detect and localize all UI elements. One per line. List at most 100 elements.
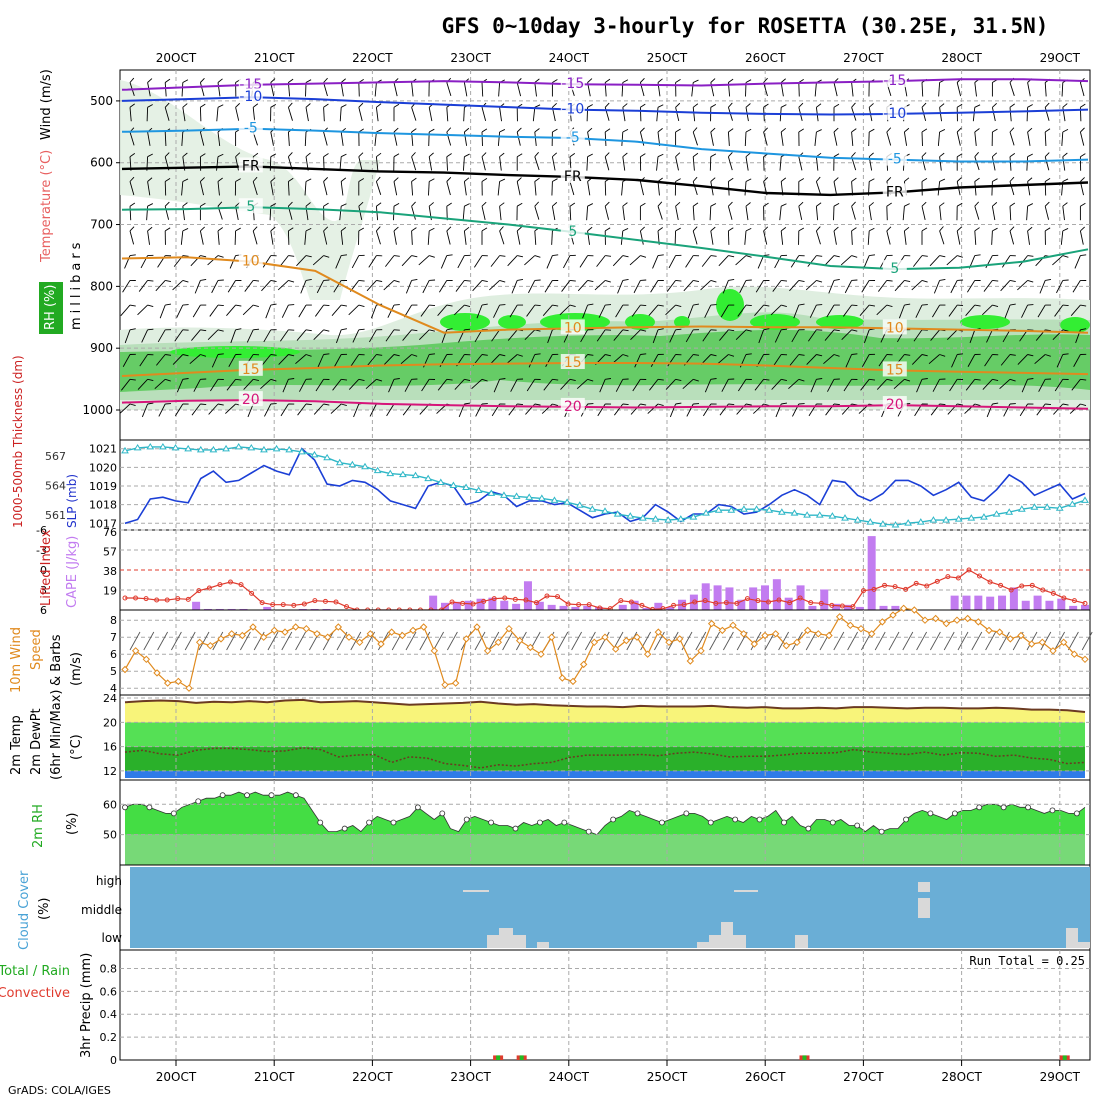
wind-barb-staff bbox=[510, 379, 518, 392]
temp-band-16 bbox=[125, 746, 1085, 771]
precip-tick-label: 0.8 bbox=[100, 962, 118, 975]
wind-barb-flag bbox=[464, 378, 471, 381]
wind-barb-flag bbox=[165, 403, 172, 405]
wind-barb bbox=[665, 304, 682, 316]
contour-label: -10 bbox=[883, 106, 906, 122]
wind-barb-staff bbox=[208, 403, 219, 415]
contour-label-bg bbox=[238, 157, 263, 173]
wind-barb-staff bbox=[815, 156, 819, 171]
wind-barb-10m bbox=[626, 631, 638, 651]
wind-barb-staff bbox=[833, 82, 838, 97]
wind-barb-staff bbox=[526, 304, 536, 317]
wind-barb-flag bbox=[341, 279, 348, 281]
wind-barb-flag bbox=[164, 78, 171, 83]
cape-bar bbox=[559, 605, 568, 610]
wind-speed-marker bbox=[430, 647, 439, 655]
wind-barb-flag bbox=[622, 354, 629, 357]
wind-barb-staff bbox=[164, 107, 170, 121]
wind-barb bbox=[622, 152, 628, 171]
wind-barb-flag bbox=[1062, 353, 1069, 355]
li-tick-label: -3 bbox=[36, 544, 47, 557]
wind-barb-flag bbox=[816, 329, 823, 331]
lifted-index-marker bbox=[1061, 595, 1067, 601]
wind-barb bbox=[719, 329, 735, 341]
wind-barb-10m bbox=[985, 631, 996, 651]
wind-barb bbox=[227, 279, 242, 293]
wind-barb-flag bbox=[481, 227, 488, 232]
wind-barb-staff bbox=[930, 329, 940, 341]
wind-barb-staff bbox=[155, 280, 166, 292]
wind-barb-staff bbox=[938, 82, 941, 97]
wind-barb bbox=[544, 279, 559, 293]
wind-barb-flag bbox=[851, 255, 858, 258]
wind-barb-staff bbox=[147, 230, 150, 245]
wind-barb-flag bbox=[323, 304, 330, 307]
wind-barb-staff bbox=[744, 181, 747, 196]
wind-barb bbox=[974, 152, 980, 171]
wind-barb bbox=[422, 279, 436, 294]
wind-barb bbox=[305, 79, 312, 97]
wind-barb-flag bbox=[745, 227, 752, 232]
wind-barb bbox=[137, 304, 154, 316]
lifted-index-marker bbox=[1071, 598, 1077, 604]
wind-speed-marker bbox=[494, 638, 503, 647]
wind-barb-staff bbox=[876, 304, 888, 316]
wind-speed-marker bbox=[825, 631, 833, 640]
wind-barb-flag bbox=[499, 152, 505, 158]
wind-barb bbox=[893, 378, 911, 390]
wind-barb-staff bbox=[511, 280, 518, 294]
wind-barb-staff bbox=[582, 304, 589, 319]
wind-barb-flag bbox=[904, 279, 911, 282]
wind-barb-staff bbox=[158, 403, 166, 417]
wind-barb-flag bbox=[200, 177, 205, 182]
wind-barb-staff bbox=[507, 255, 518, 267]
wind-barb-flag bbox=[921, 152, 927, 158]
lifted-index-marker bbox=[470, 601, 476, 607]
wind-barb bbox=[339, 153, 347, 171]
wind-barb bbox=[1037, 304, 1052, 318]
wind-barb-staff bbox=[807, 255, 817, 267]
wind-barb bbox=[421, 378, 436, 392]
wind-barb-staff bbox=[528, 354, 536, 368]
wind-barb-flag bbox=[904, 303, 911, 306]
wind-barb-staff bbox=[886, 131, 892, 146]
wind-barb bbox=[965, 304, 981, 316]
wind-barb-flag bbox=[816, 129, 822, 133]
wind-barb-flag bbox=[182, 329, 189, 331]
wind-barb bbox=[868, 128, 875, 147]
wind-barb-flag bbox=[921, 178, 928, 182]
wind-barb-flag bbox=[904, 203, 910, 207]
wind-barb-staff bbox=[1061, 82, 1064, 97]
wind-barb-staff bbox=[648, 304, 659, 316]
wind-barb bbox=[174, 403, 189, 417]
wind-barb-staff bbox=[763, 230, 768, 245]
wind-barb-staff bbox=[499, 206, 502, 221]
wind-barb-flag bbox=[393, 304, 400, 306]
wind-barb-staff bbox=[235, 156, 239, 171]
wind-barb-staff bbox=[402, 329, 412, 341]
top-date-label: 28OCT bbox=[941, 51, 982, 65]
wind-barb bbox=[524, 255, 541, 266]
wind-barb-staff bbox=[861, 280, 870, 293]
wind-barb-staff bbox=[634, 354, 641, 368]
wind-barb-staff bbox=[632, 379, 641, 392]
lifted-index-marker bbox=[871, 586, 877, 592]
contour-label-bg bbox=[882, 260, 907, 276]
wind-barb-staff bbox=[1053, 403, 1064, 415]
lifted-index-marker bbox=[998, 582, 1004, 588]
wind-barb bbox=[476, 303, 488, 319]
wind-barb-staff bbox=[365, 378, 377, 390]
thickness-marker bbox=[121, 446, 129, 454]
wind-barb-flag bbox=[217, 153, 224, 158]
wind-barb-flag bbox=[604, 78, 611, 83]
wind-barb-staff bbox=[217, 230, 220, 245]
wind-barb-flag bbox=[587, 226, 593, 232]
wind-speed-marker bbox=[622, 636, 631, 645]
wind-barb bbox=[516, 127, 522, 146]
cape-bar bbox=[749, 587, 758, 610]
thickness-marker bbox=[980, 513, 988, 520]
wind-barb-flag bbox=[147, 203, 154, 207]
wind-speed-marker bbox=[377, 640, 385, 648]
thickness-marker bbox=[335, 458, 344, 466]
